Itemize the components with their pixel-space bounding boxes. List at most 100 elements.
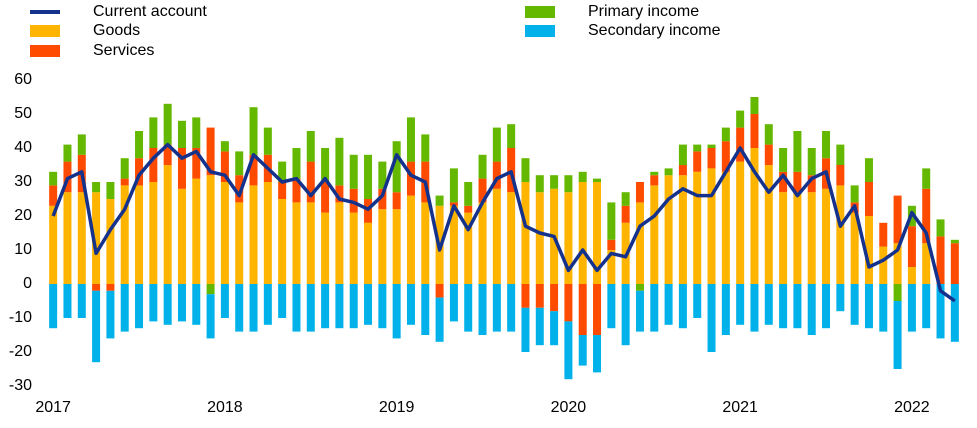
x-tick-label: 2018 [207, 399, 243, 416]
bar [492, 188, 501, 284]
bar [521, 284, 530, 308]
bar [936, 284, 945, 339]
y-tick-label: 60 [14, 71, 32, 88]
bar [593, 182, 602, 284]
bar [807, 148, 816, 176]
bar [135, 185, 144, 284]
bar [220, 284, 229, 318]
bar [449, 205, 458, 284]
bar [693, 171, 702, 284]
bar [235, 284, 244, 332]
x-tick-label: 2019 [379, 399, 415, 416]
bar [822, 188, 831, 284]
bar [464, 182, 473, 206]
bar [879, 284, 888, 332]
bar [321, 284, 330, 329]
bar [922, 188, 931, 244]
bar [607, 239, 616, 250]
bar [693, 144, 702, 152]
bar [721, 171, 730, 284]
bar [822, 284, 831, 329]
bar [406, 161, 415, 196]
y-tick-label: 30 [14, 173, 32, 190]
bar [521, 158, 530, 182]
bar [163, 103, 172, 145]
legend-label: Current account [93, 3, 207, 20]
legend-label: Services [93, 42, 154, 59]
bar [206, 284, 215, 295]
bar [120, 158, 129, 179]
bar [278, 161, 287, 182]
bar [192, 148, 201, 179]
bar [736, 110, 745, 128]
bar [850, 212, 859, 284]
bar [306, 131, 315, 162]
bar [349, 284, 358, 329]
y-tick-label: 0 [23, 275, 32, 292]
bar [850, 185, 859, 203]
bar [149, 117, 158, 148]
bar [650, 185, 659, 284]
bar [149, 148, 158, 182]
bar [249, 154, 258, 186]
bar [449, 284, 458, 322]
bar [593, 178, 602, 182]
bar [850, 284, 859, 325]
y-tick-label: -30 [9, 377, 32, 394]
bar [864, 284, 873, 329]
bar [335, 137, 344, 186]
bar [550, 311, 559, 346]
bar [750, 284, 759, 332]
bar [736, 284, 745, 325]
bar [893, 301, 902, 369]
bar [306, 161, 315, 203]
bar [678, 165, 687, 176]
bar [478, 154, 487, 179]
bar [807, 284, 816, 335]
bar [578, 335, 587, 366]
bar [922, 243, 931, 284]
bar [106, 199, 115, 284]
x-tick-label: 2021 [722, 399, 758, 416]
bar [421, 284, 430, 335]
bar [120, 178, 129, 186]
bar [693, 284, 702, 318]
bar [378, 161, 387, 189]
bar [721, 284, 730, 335]
bar [206, 127, 215, 176]
bar [392, 209, 401, 284]
bar [664, 168, 673, 176]
bar [621, 192, 630, 206]
bar [263, 182, 272, 284]
bar [335, 185, 344, 203]
bar [621, 205, 630, 223]
bar [507, 284, 516, 332]
bar [478, 178, 487, 203]
bar [249, 185, 258, 284]
bar [406, 284, 415, 325]
bar [922, 284, 931, 329]
bar [793, 171, 802, 193]
bar [106, 182, 115, 199]
bar [177, 284, 186, 322]
bar [936, 219, 945, 237]
bar [550, 175, 559, 189]
bar [49, 205, 58, 284]
bar [278, 284, 287, 318]
y-tick-label: -10 [9, 309, 32, 326]
bar [678, 144, 687, 165]
bar [507, 192, 516, 284]
bar [292, 202, 301, 284]
bar [149, 182, 158, 284]
bar [864, 158, 873, 182]
bar [893, 195, 902, 244]
bar [750, 148, 759, 284]
bar [92, 290, 101, 363]
bar [593, 284, 602, 335]
bar [678, 175, 687, 284]
bar [220, 151, 229, 182]
bar [392, 284, 401, 339]
bar [192, 284, 201, 325]
bar [335, 202, 344, 284]
bar [607, 250, 616, 284]
